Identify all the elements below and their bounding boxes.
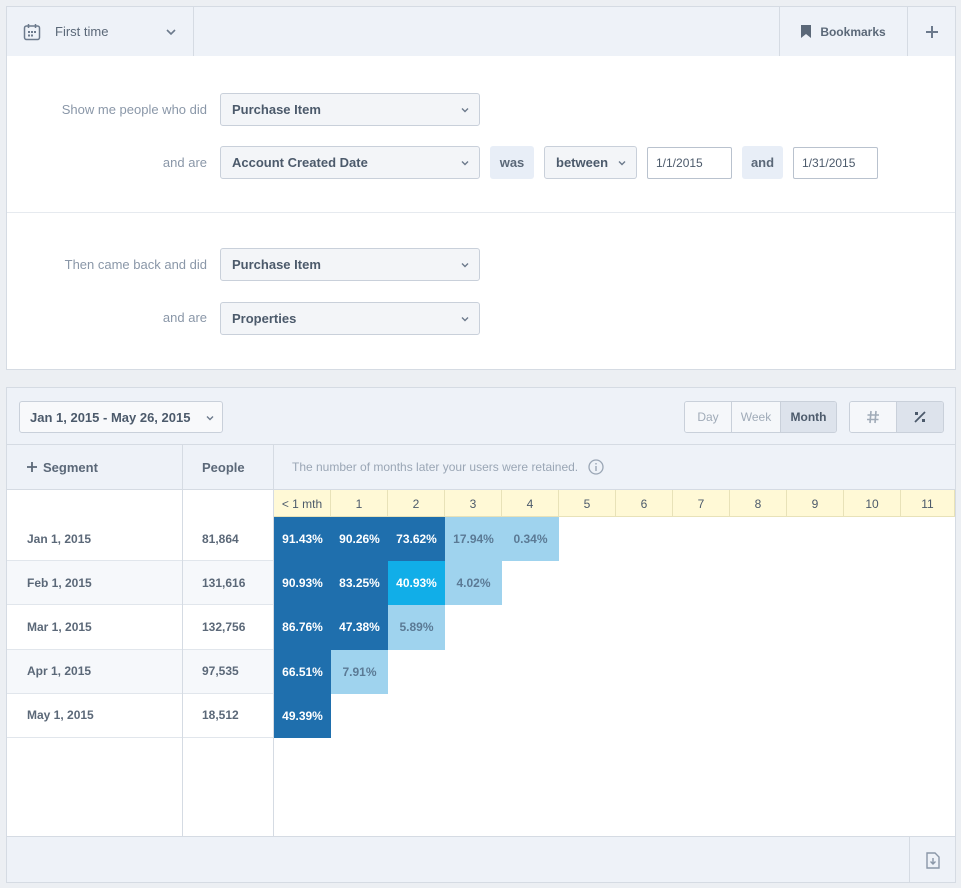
add-button[interactable]: [907, 7, 955, 56]
retention-cell[interactable]: 4.02%: [445, 561, 502, 606]
second-property-value: Properties: [232, 311, 297, 326]
chevron-down-icon: [618, 161, 626, 166]
row-segment-label: Apr 1, 2015: [7, 649, 182, 694]
start-date-input[interactable]: 1/1/2015: [647, 147, 732, 179]
people-header: People: [183, 445, 273, 490]
plus-icon: [925, 25, 938, 38]
bookmark-icon: [801, 25, 812, 38]
retention-cell[interactable]: 86.76%: [274, 605, 331, 650]
operator-dropdown[interactable]: between: [544, 146, 637, 179]
granularity-toggle: Day Week Month: [684, 401, 837, 433]
first-event-value: Purchase Item: [232, 102, 321, 117]
row-segment-label: Feb 1, 2015: [7, 561, 182, 606]
retention-cell[interactable]: 91.43%: [274, 517, 331, 562]
top-bar: First time Bookmarks: [6, 6, 956, 57]
month-header-cell: 2: [388, 490, 445, 517]
granularity-month-button[interactable]: Month: [781, 402, 836, 432]
results-footer: [7, 836, 955, 883]
second-event-label: Then came back and did: [64, 257, 207, 272]
retention-cell[interactable]: 90.93%: [274, 561, 331, 606]
row-people-count: 81,864: [183, 517, 273, 562]
retention-cell[interactable]: 49.39%: [274, 693, 331, 738]
retention-cell[interactable]: 73.62%: [388, 517, 445, 562]
row-segment-label: Jan 1, 2015: [7, 517, 182, 562]
row-people-count: 18,512: [183, 694, 273, 738]
retention-cell[interactable]: 40.93%: [388, 561, 445, 606]
segment-header: Segment: [43, 459, 98, 475]
chevron-down-icon: [461, 317, 469, 322]
date-mode-label: First time: [55, 24, 109, 39]
month-header-cell: 6: [616, 490, 673, 517]
row-people-count: 132,756: [183, 605, 273, 650]
month-header-cell: 9: [787, 490, 844, 517]
retention-hint: The number of months later your users we…: [274, 445, 955, 490]
second-event-value: Purchase Item: [232, 257, 321, 272]
month-header-cell: 8: [730, 490, 787, 517]
number-mode-button[interactable]: [850, 402, 897, 432]
first-property-value: Account Created Date: [232, 155, 368, 170]
and-label: and: [742, 146, 783, 179]
chevron-down-icon: [461, 161, 469, 166]
row-people-count: 97,535: [183, 649, 273, 694]
retention-cell[interactable]: 47.38%: [331, 605, 388, 650]
results-toolbar: Jan 1, 2015 - May 26, 2015 Day Week Mont…: [7, 388, 955, 445]
granularity-week-button[interactable]: Week: [732, 402, 781, 432]
month-header-cell: 5: [559, 490, 616, 517]
chevron-down-icon: [461, 108, 469, 113]
retention-cell[interactable]: 0.34%: [502, 517, 559, 562]
retention-cell[interactable]: 66.51%: [274, 649, 331, 694]
end-date-input[interactable]: 1/31/2015: [793, 147, 878, 179]
row-segment-label: May 1, 2015: [7, 694, 182, 738]
retention-cell[interactable]: 83.25%: [331, 561, 388, 606]
retention-cell[interactable]: 17.94%: [445, 517, 502, 562]
first-event-label: Show me people who did: [61, 102, 207, 117]
retention-cell[interactable]: 90.26%: [331, 517, 388, 562]
retention-cell[interactable]: 5.89%: [388, 605, 445, 650]
display-mode-toggle: [849, 401, 944, 433]
second-property-dropdown[interactable]: Properties: [220, 302, 480, 335]
bookmarks-label: Bookmarks: [820, 24, 886, 39]
first-and-are-label: and are: [162, 155, 207, 170]
second-event-dropdown[interactable]: Purchase Item: [220, 248, 480, 281]
query-divider: [7, 212, 955, 213]
second-and-are-label: and are: [162, 310, 207, 325]
date-range-value: Jan 1, 2015 - May 26, 2015: [30, 409, 191, 425]
operator-value: between: [556, 155, 609, 170]
chevron-down-icon: [206, 416, 214, 421]
granularity-day-button[interactable]: Day: [685, 402, 732, 432]
info-icon[interactable]: [588, 459, 604, 475]
export-button[interactable]: [909, 837, 955, 883]
month-header-cell: 10: [844, 490, 901, 517]
date-mode-dropdown[interactable]: First time: [7, 7, 194, 56]
first-property-dropdown[interactable]: Account Created Date: [220, 146, 480, 179]
column-divider: [182, 445, 183, 836]
chevron-down-icon: [166, 29, 176, 36]
percent-mode-button[interactable]: [897, 402, 943, 432]
percent-icon: [914, 411, 926, 423]
retention-hint-text: The number of months later your users we…: [292, 460, 579, 474]
calendar-icon: [23, 23, 41, 40]
query-builder: Show me people who did Purchase Item and…: [6, 56, 956, 370]
month-header-cell: 11: [901, 490, 955, 517]
month-header-cell: 1: [331, 490, 388, 517]
column-divider: [273, 445, 274, 836]
month-header-cell: 4: [502, 490, 559, 517]
month-header-row: < 1 mth 1 2 3 4 5 6 7 8 9 10 11: [274, 490, 955, 517]
month-header-cell: < 1 mth: [274, 490, 331, 517]
first-event-dropdown[interactable]: Purchase Item: [220, 93, 480, 126]
retention-results: Jan 1, 2015 - May 26, 2015 Day Week Mont…: [6, 387, 956, 883]
row-segment-label: Mar 1, 2015: [7, 605, 182, 650]
month-header-cell: 3: [445, 490, 502, 517]
retention-cell[interactable]: 7.91%: [331, 649, 388, 694]
was-label: was: [490, 146, 534, 179]
plus-icon: [27, 462, 37, 472]
bookmarks-button[interactable]: Bookmarks: [779, 7, 907, 56]
chevron-down-icon: [461, 263, 469, 268]
export-file-icon: [925, 851, 940, 869]
row-people-count: 131,616: [183, 561, 273, 606]
month-header-cell: 7: [673, 490, 730, 517]
number-sign-icon: [867, 410, 879, 424]
date-range-dropdown[interactable]: Jan 1, 2015 - May 26, 2015: [19, 401, 223, 433]
add-segment-button[interactable]: Segment: [7, 445, 182, 490]
